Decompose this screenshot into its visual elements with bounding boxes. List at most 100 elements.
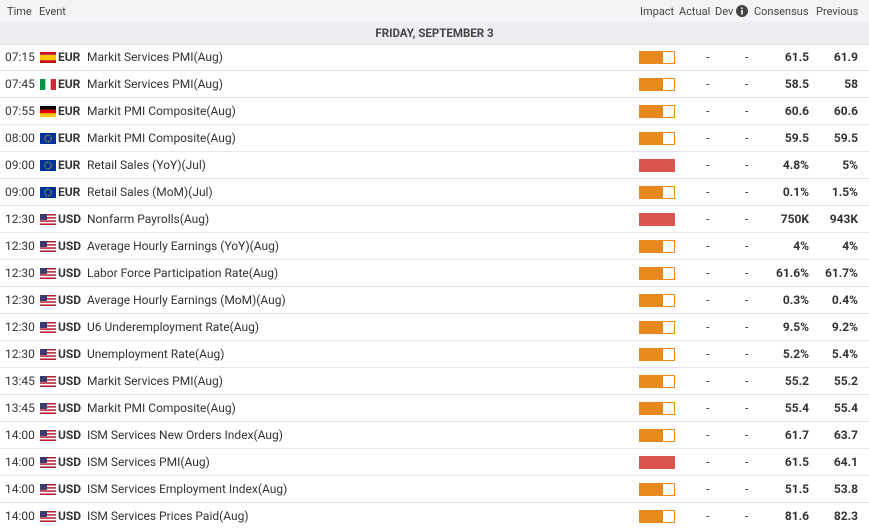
flag-canton: [40, 511, 47, 517]
event-name: Markit PMI Composite(Aug): [87, 401, 236, 415]
flag-canton: [40, 295, 47, 301]
currency: EUR: [58, 50, 81, 64]
consensus: 61.6%: [775, 266, 809, 280]
flag-stripe: [40, 412, 56, 414]
currency: USD: [58, 347, 82, 361]
col-impact: Impact: [640, 5, 675, 18]
flag-canton: [40, 349, 47, 355]
time: 12:30: [5, 239, 35, 253]
dev: -: [745, 131, 749, 145]
previous: 61.9: [833, 50, 858, 64]
flag-stripe: [40, 54, 56, 58]
flag-stripe: [40, 218, 56, 221]
event-name: Markit Services PMI(Aug): [87, 77, 223, 91]
event-row: 09:00 EUR Retail Sales (MoM)(Jul) - - 0.1% 1.5…: [0, 179, 869, 206]
currency: EUR: [58, 131, 81, 145]
event-row: 12:30 USD Nonfarm Payrolls(Aug) - - 750K 943K: [0, 206, 869, 233]
flag-stripe: [40, 376, 56, 378]
impact-bar: [639, 456, 675, 469]
flag: [40, 322, 56, 333]
flag-stripe: [40, 271, 56, 273]
flag: [40, 241, 56, 252]
flag-stripe: [40, 514, 56, 516]
flag-stripe: [40, 250, 56, 252]
flag-stripe: [40, 431, 56, 434]
event-name: Average Hourly Earnings (YoY)(Aug): [87, 239, 280, 253]
event-name: Markit PMI Composite(Aug): [87, 131, 236, 145]
col-dev: Dev: [715, 5, 734, 18]
dev: -: [745, 239, 749, 253]
actual: -: [706, 104, 710, 118]
flag-stripe: [40, 248, 56, 251]
previous: 59.5: [833, 131, 858, 145]
actual: -: [706, 509, 710, 523]
previous: 5.4%: [831, 347, 858, 361]
event-row: 14:00 USD ISM Services PMI(Aug) - - 61.5 64.1: [0, 449, 869, 476]
currency: USD: [58, 293, 82, 307]
previous: 1.5%: [831, 185, 858, 199]
impact-bar: [639, 105, 675, 118]
previous: 60.6: [833, 104, 858, 118]
flag-stripe: [40, 511, 56, 513]
col-event: Event: [39, 5, 66, 18]
consensus: 750K: [780, 212, 809, 226]
flag-stripe: [40, 109, 56, 114]
consensus: 5.2%: [782, 347, 809, 361]
impact-fill: [640, 187, 663, 198]
dev: -: [745, 347, 749, 361]
flag-stripe: [40, 383, 56, 386]
flag-stripe: [40, 304, 56, 306]
flag-stripe: [40, 385, 56, 387]
flag-stripe: [40, 215, 56, 218]
flag-stripe: [40, 433, 56, 435]
flag-stripe: [40, 353, 56, 356]
currency: USD: [58, 266, 82, 280]
impact-fill: [640, 106, 663, 117]
flag-field: [40, 133, 56, 144]
flag-stripe: [40, 463, 56, 465]
flag-stripe: [40, 221, 56, 224]
consensus: 59.5: [784, 131, 809, 145]
flag-stripe: [40, 487, 56, 489]
event-name: ISM Services Prices Paid(Aug): [87, 509, 249, 523]
info-icon[interactable]: [736, 5, 748, 17]
impact-fill: [640, 160, 674, 171]
dev: -: [745, 374, 749, 388]
currency: USD: [58, 482, 82, 496]
time: 09:00: [5, 158, 35, 172]
previous: 61.7%: [824, 266, 858, 280]
dev: -: [745, 293, 749, 307]
flag-stripe: [40, 241, 56, 243]
flag-stripe: [40, 242, 56, 245]
flag-stripe: [40, 488, 56, 491]
flag-stripe: [40, 461, 56, 464]
flag-canton: [40, 241, 47, 247]
flag-stripe: [40, 490, 56, 492]
flag-stripe: [40, 464, 56, 467]
impact-bar: [639, 321, 675, 334]
actual: -: [706, 131, 710, 145]
actual: -: [706, 347, 710, 361]
flag: [40, 349, 56, 360]
impact-bar: [639, 294, 675, 307]
flag-stripe: [40, 382, 56, 384]
flag-stripe: [40, 329, 56, 332]
flag: [40, 295, 56, 306]
flag-stripe: [40, 484, 56, 486]
flag: [40, 430, 56, 441]
impact-fill: [640, 133, 663, 144]
actual: -: [706, 239, 710, 253]
currency: USD: [58, 455, 82, 469]
event-row: 14:00 USD ISM Services Prices Paid(Aug) - - 8…: [0, 503, 869, 529]
flag-stripe: [40, 406, 56, 408]
flag: [40, 403, 56, 414]
previous: 4%: [842, 239, 858, 253]
currency: EUR: [58, 158, 81, 172]
consensus: 60.6: [784, 104, 809, 118]
flag: [40, 79, 56, 90]
flag-stripe: [40, 409, 56, 411]
flag-stripe: [40, 245, 56, 248]
actual: -: [706, 212, 710, 226]
time: 13:45: [5, 401, 35, 415]
